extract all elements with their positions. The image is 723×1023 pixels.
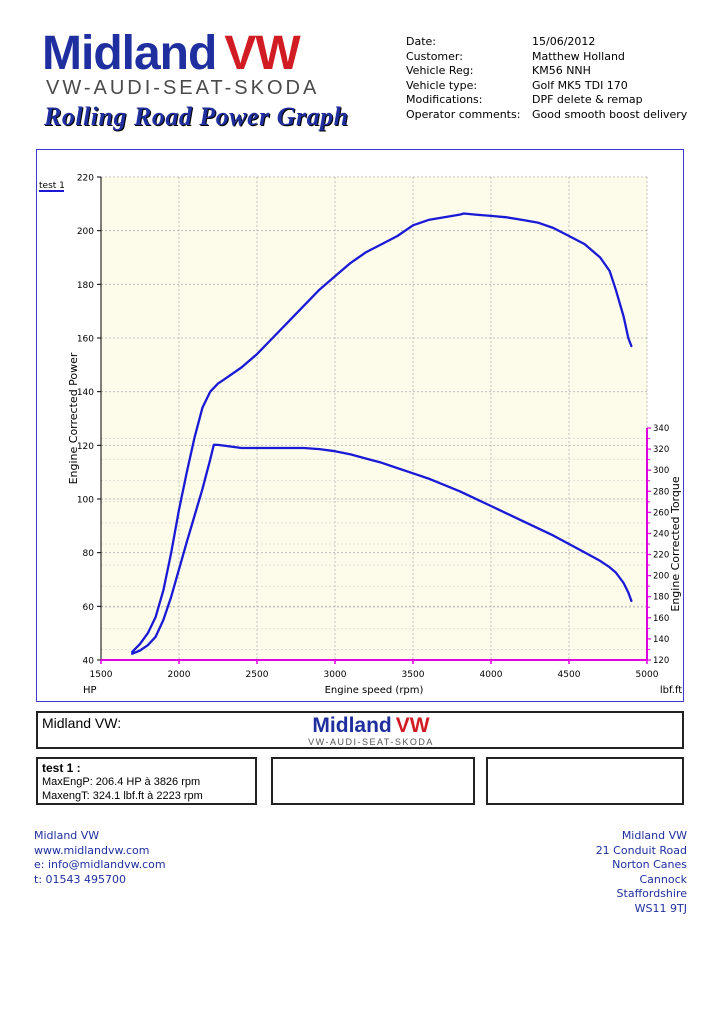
header-logo: Midland VW VW-AUDI-SEAT-SKODA Rolling Roa… (40, 27, 370, 140)
empty-result-box (271, 757, 475, 805)
footer-email: e: info@midlandvw.com (34, 858, 166, 872)
y-tick-label-right: 120 (653, 656, 669, 666)
address-line: Norton Canes (612, 858, 687, 872)
info-label: Customer: (406, 49, 463, 63)
legend-label: test 1 (39, 181, 65, 191)
info-value: Matthew Holland (532, 49, 625, 63)
y-tick-label-left: 40 (83, 657, 95, 667)
signature-logo: Midland VW VW-AUDI-SEAT-SKODA (296, 715, 446, 748)
x-unit-left: HP (83, 685, 97, 696)
y-tick-label-right: 320 (653, 445, 669, 455)
empty-result-box (486, 757, 684, 805)
y-tick-label-left: 60 (83, 603, 95, 613)
info-label: Date: (406, 35, 436, 48)
info-row: Operator comments: Good smooth boost deli… (406, 108, 687, 123)
signature-wordmark: Midland VW (296, 715, 446, 737)
y-axis-label-left: Engine Corrected Power (67, 352, 80, 484)
x-tick-label: 5000 (636, 670, 659, 680)
x-tick-label: 3000 (324, 670, 347, 680)
results-box: test 1 : MaxEngP: 206.4 HP à 3826 rpm Ma… (36, 757, 257, 805)
footer-company: Midland VW (34, 829, 100, 842)
x-tick-label: 2500 (246, 670, 269, 680)
address-line: Midland VW (621, 829, 687, 842)
info-label: Vehicle type: (406, 78, 478, 92)
address-line: Staffordshire (616, 887, 687, 901)
y-tick-label-right: 160 (653, 614, 669, 624)
power-torque-chart: 40 60 80 100 120 140 160 180 200 220 1500 2000 2500 3… (39, 174, 682, 696)
signature-label: Midland VW: (42, 715, 122, 731)
y-tick-label-right: 240 (653, 529, 669, 539)
y-tick-label-right: 180 (653, 593, 669, 603)
torque-curve (131, 443, 633, 655)
brand-tagline: VW-AUDI-SEAT-SKODA (46, 77, 320, 99)
y-tick-label-right: 260 (653, 508, 669, 518)
results-title: test 1 : (42, 761, 81, 775)
x-axis-label: Engine speed (rpm) (325, 685, 424, 696)
x-tick-label: 1500 (90, 670, 113, 680)
info-label: Operator comments: (406, 107, 521, 121)
brand-wordmark: Midland VW (42, 27, 301, 80)
y-tick-label-right: 340 (653, 424, 669, 434)
info-value: DPF delete & remap (532, 93, 643, 107)
info-row: Modifications: DPF delete & remap (406, 93, 687, 108)
signature-box: Midland VW: Midland VW VW-AUDI-SEAT-SKODA (36, 711, 684, 749)
info-row: Vehicle Reg: KM56 NNH (406, 64, 687, 79)
info-value: Good smooth boost delivery (532, 107, 688, 121)
info-row: Vehicle type: Golf MK5 TDI 170 (406, 79, 687, 94)
info-row: Date: 15/06/2012 (406, 35, 687, 50)
x-tick-label: 3500 (402, 670, 425, 680)
vehicle-info: Date: 15/06/2012 Customer: Matthew Holland… (406, 35, 687, 123)
y-axis-label-right: Engine Corrected Torque (669, 476, 682, 611)
signature-brand-vw: VW (395, 714, 430, 737)
footer-phone: t: 01543 495700 (34, 872, 126, 886)
footer-address: Midland VW 21 Conduit Road Norton Canes … (596, 829, 687, 917)
y-tick-label-left: 220 (77, 174, 94, 184)
info-value: 15/06/2012 (532, 35, 596, 48)
x-tick-label: 4500 (558, 670, 581, 680)
info-label: Vehicle Reg: (406, 64, 474, 78)
x-tick-label: 2000 (168, 670, 191, 680)
info-value: Golf MK5 TDI 170 (532, 78, 628, 92)
x-unit-right: lbf.ft (660, 685, 682, 696)
y-tick-label-right: 140 (653, 635, 669, 645)
address-line: 21 Conduit Road (595, 843, 687, 857)
y-tick-label-left: 120 (77, 442, 94, 452)
y-tick-label-right: 200 (653, 572, 669, 582)
y-tick-label-right: 280 (653, 487, 669, 497)
page-title: Rolling Road Power Graph (44, 102, 349, 131)
info-label: Modifications: (406, 93, 483, 107)
brand-name-vw: VW (224, 27, 300, 80)
results-max-torque: MaxengT: 324.1 lbf.ft à 2223 rpm (42, 790, 203, 802)
y-tick-label-right: 220 (653, 551, 669, 561)
y-tick-label-left: 180 (77, 281, 94, 291)
y-tick-label-left: 160 (77, 335, 94, 345)
y-tick-label-left: 80 (83, 549, 95, 559)
brand-name-midland: Midland (42, 27, 217, 80)
address-line: Cannock (639, 872, 687, 886)
y-tick-label-right: 300 (653, 466, 669, 476)
footer-website: www.midlandvw.com (34, 843, 150, 857)
signature-tagline: VW-AUDI-SEAT-SKODA (308, 737, 434, 747)
y-tick-label-left: 100 (77, 496, 94, 506)
info-row: Customer: Matthew Holland (406, 50, 687, 65)
power-curve (131, 212, 633, 654)
y-tick-label-left: 140 (77, 388, 94, 398)
signature-brand-midland: Midland (312, 714, 392, 737)
results-max-power: MaxEngP: 206.4 HP à 3826 rpm (42, 776, 201, 788)
plot-area (101, 177, 647, 660)
power-graph-frame: 40 60 80 100 120 140 160 180 200 220 1500 2000 2500 3… (36, 149, 684, 702)
x-tick-label: 4000 (480, 670, 503, 680)
address-line: WS11 9TJ (634, 901, 687, 915)
footer-contact: Midland VW www.midlandvw.com e: info@mid… (34, 829, 166, 887)
results-content: test 1 : MaxEngP: 206.4 HP à 3826 rpm Ma… (38, 759, 255, 805)
y-tick-label-left: 200 (77, 227, 94, 237)
info-value: KM56 NNH (532, 64, 591, 78)
